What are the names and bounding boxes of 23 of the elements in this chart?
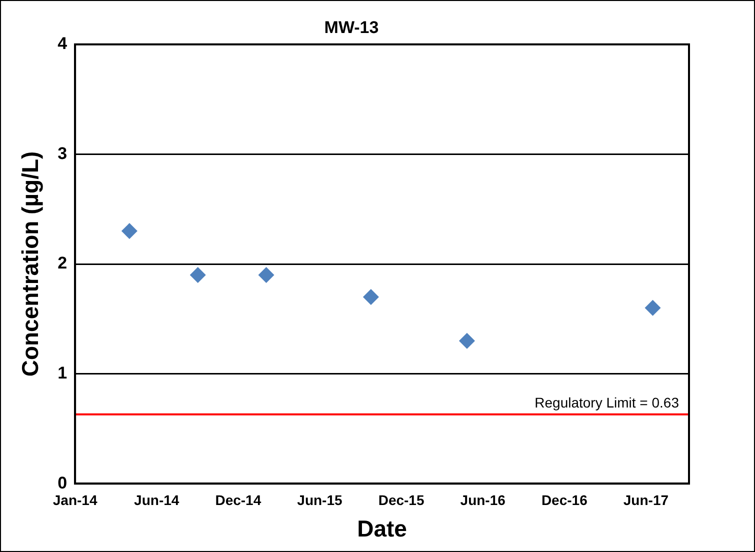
point bbox=[644, 300, 661, 316]
x-tick-label: Dec-15 bbox=[378, 492, 424, 508]
point bbox=[258, 266, 274, 283]
x-tick-label: Dec-16 bbox=[541, 492, 588, 508]
y-tick-label: 2 bbox=[58, 254, 68, 273]
x-axis-title: Date bbox=[357, 516, 407, 542]
x-tick-label: Jun-14 bbox=[134, 492, 180, 508]
point bbox=[190, 266, 206, 283]
x-tick-label: Dec-14 bbox=[215, 492, 262, 508]
x-tick-label: Jan-14 bbox=[52, 492, 98, 508]
y-tick-label: 4 bbox=[58, 34, 68, 54]
ref-line-label: Regulatory Limit = 0.63 bbox=[534, 394, 680, 410]
point bbox=[121, 223, 138, 240]
point bbox=[458, 332, 475, 349]
point bbox=[362, 288, 379, 305]
y-axis-title: Concentration (µg/L) bbox=[17, 151, 44, 377]
y-tick-label: 1 bbox=[58, 363, 68, 382]
x-tick-label: Jun-16 bbox=[460, 492, 506, 508]
x-tick-label: Jun-17 bbox=[623, 492, 669, 508]
y-tick-label: 0 bbox=[58, 473, 68, 492]
x-tick-label: Jun-15 bbox=[297, 492, 342, 508]
chart-title: MW-13 bbox=[324, 18, 379, 37]
y-tick-label: 3 bbox=[58, 144, 68, 163]
